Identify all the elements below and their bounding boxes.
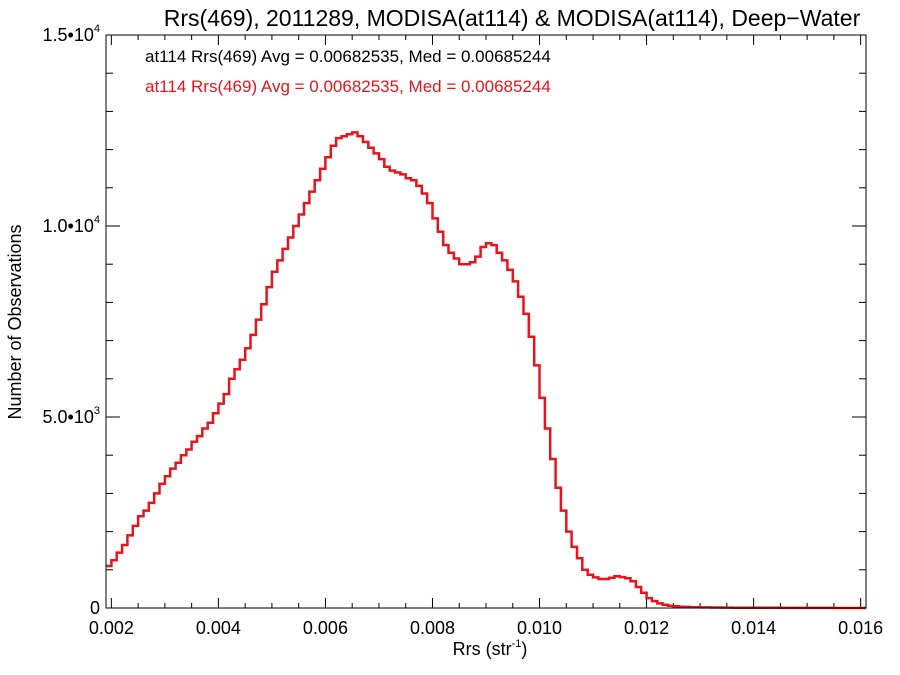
- x-tick-label: 0.006: [303, 618, 348, 638]
- y-axis-label: Number of Observations: [5, 224, 25, 419]
- y-tick-label: 1.5•104: [43, 23, 100, 45]
- x-tick-label: 0.004: [196, 618, 241, 638]
- chart-title: Rrs(469), 2011289, MODISA(at114) & MODIS…: [164, 5, 861, 31]
- axis-ticks: 0.002 0.004 0.006 0.008 0.010 0.012 0.014 0.016…: [43, 23, 884, 638]
- x-tick-label: 0.008: [410, 618, 455, 638]
- x-axis-label: Rrs (str-1): [453, 638, 528, 659]
- y-tick-label: 0: [90, 598, 100, 618]
- annotation-red: at114 Rrs(469) Avg = 0.00682535, Med = 0…: [145, 77, 551, 96]
- x-tick-label: 0.002: [89, 618, 134, 638]
- y-tick-label: 5.0•103: [43, 405, 100, 427]
- annotation-black: at114 Rrs(469) Avg = 0.00682535, Med = 0…: [145, 47, 551, 66]
- x-tick-label: 0.012: [624, 618, 669, 638]
- x-tick-label: 0.010: [517, 618, 562, 638]
- plot-frame: [105, 34, 867, 609]
- histogram-series-line: [106, 131, 866, 610]
- x-tick-label: 0.014: [731, 618, 776, 638]
- x-tick-label: 0.016: [838, 618, 883, 638]
- y-tick-label: 1.0•104: [43, 214, 100, 236]
